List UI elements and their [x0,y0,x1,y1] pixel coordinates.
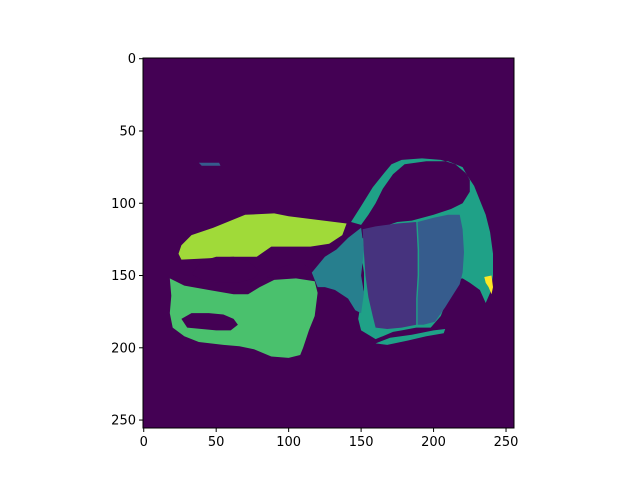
y-tick-label: 0 [128,52,136,67]
x-tick-label: 100 [276,435,301,450]
y-tick-label: 100 [111,197,136,212]
x-tick-label: 50 [208,435,225,450]
plot-area [143,58,514,428]
region-front-window-cutout [266,264,311,279]
region-front-door [362,222,418,329]
y-tick-label: 50 [119,124,136,139]
region-small-mark [198,162,221,166]
x-tick-label: 150 [349,435,374,450]
region-front-bumper [169,278,318,358]
x-tick-label: 250 [494,435,519,450]
region-front-fender [311,227,364,314]
x-tick-label: 200 [421,435,446,450]
region-hood [178,213,347,260]
y-tick-label: 200 [111,341,136,356]
axes: 0 50 100 150 200 250 0 50 100 150 200 250 [111,52,518,450]
region-rocker-panel [375,329,446,345]
region-rear-door [417,214,464,325]
y-tick-label: 150 [111,269,136,284]
plot-frame [142,57,515,429]
region-grille-cutout [181,313,238,331]
y-tick-label: 250 [111,414,136,429]
region-tail-light [484,275,493,295]
x-tick-label: 0 [140,435,148,450]
region-hood-window-cutout [191,256,260,283]
